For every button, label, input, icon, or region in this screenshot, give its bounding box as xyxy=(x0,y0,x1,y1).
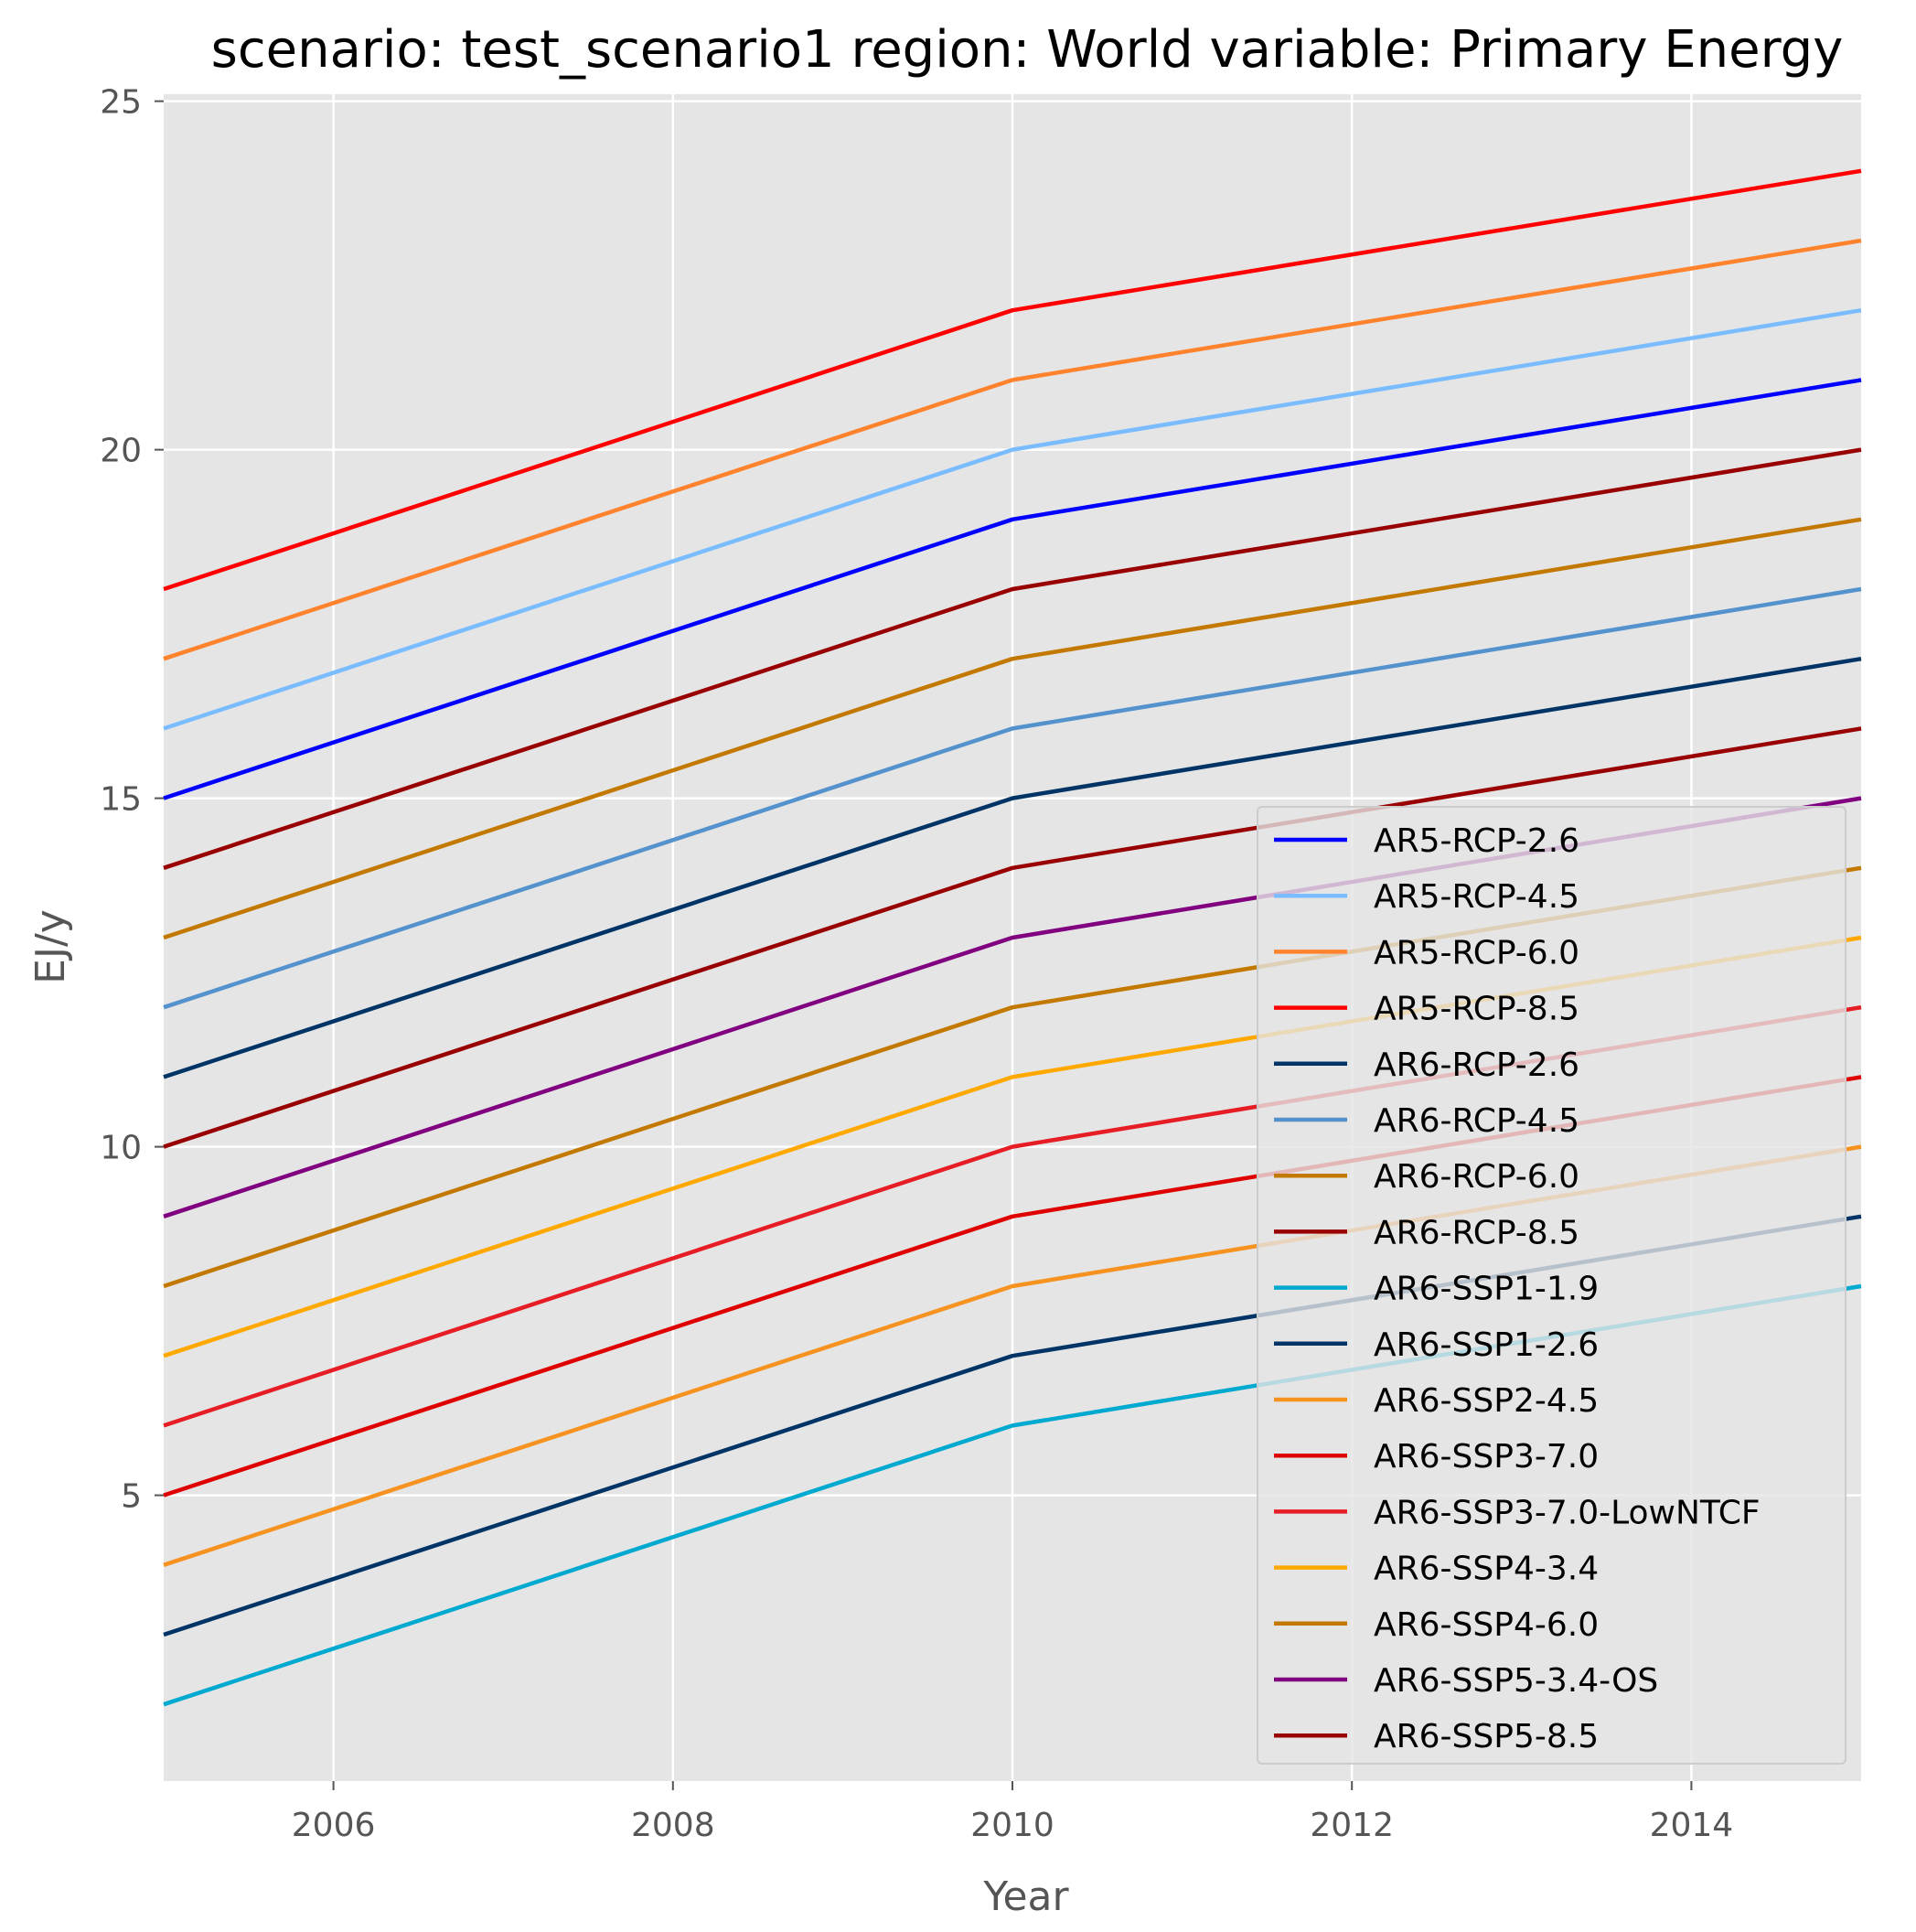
series-line xyxy=(163,586,1862,1010)
x-tick-label: 2006 xyxy=(292,1807,376,1844)
legend-label: AR6-RCP-8.5 xyxy=(1374,1214,1579,1251)
y-axis-label: EJ/y xyxy=(27,909,74,984)
legend: AR5-RCP-2.6 AR5-RCP-4.5 AR5-RCP-6.0 AR5-RCP… xyxy=(1257,806,1846,1765)
y-tick-label: 20 xyxy=(100,433,142,470)
legend-label: AR6-RCP-6.0 xyxy=(1374,1158,1579,1196)
legend-label: AR6-SSP4-6.0 xyxy=(1374,1606,1599,1644)
series-line xyxy=(163,656,1862,1079)
series-line xyxy=(163,447,1862,870)
series-line xyxy=(163,238,1862,661)
series-line xyxy=(163,378,1862,800)
legend-label: AR6-SSP3-7.0-LowNTCF xyxy=(1374,1494,1761,1531)
legend-label: AR6-SSP5-3.4-OS xyxy=(1374,1662,1658,1700)
legend-label: AR6-SSP1-2.6 xyxy=(1374,1326,1599,1364)
legend-label: AR5-RCP-4.5 xyxy=(1374,878,1579,916)
series-line xyxy=(163,726,1862,1149)
legend-label: AR5-RCP-6.0 xyxy=(1374,934,1579,971)
axis-ticks: 2006 2008 2010 2012 2014 5 10 15 20 25 xyxy=(100,84,1733,1844)
y-tick-label: 15 xyxy=(100,781,142,819)
x-tick-label: 2010 xyxy=(970,1807,1054,1844)
legend-label: AR6-RCP-2.6 xyxy=(1374,1046,1579,1084)
legend-label: AR6-SSP4-3.4 xyxy=(1374,1551,1599,1588)
legend-label: AR5-RCP-8.5 xyxy=(1374,991,1579,1028)
y-tick-label: 25 xyxy=(100,84,142,122)
legend-label: AR6-SSP3-7.0 xyxy=(1374,1438,1599,1476)
legend-label: AR6-SSP1-1.9 xyxy=(1374,1271,1599,1308)
legend-label: AR6-SSP2-4.5 xyxy=(1374,1382,1599,1420)
y-tick-label: 5 xyxy=(121,1478,142,1516)
legend-box xyxy=(1257,806,1846,1765)
chart-title: scenario: test_scenario1 region: World v… xyxy=(211,20,1844,80)
series-line xyxy=(163,168,1862,592)
legend-label: AR6-RCP-4.5 xyxy=(1374,1102,1579,1140)
x-tick-label: 2012 xyxy=(1310,1807,1394,1844)
series-line xyxy=(163,307,1862,731)
series-line xyxy=(163,517,1862,940)
x-axis-label: Year xyxy=(982,1873,1069,1920)
x-tick-label: 2014 xyxy=(1650,1807,1734,1844)
x-tick-label: 2008 xyxy=(631,1807,715,1844)
y-tick-label: 10 xyxy=(100,1130,142,1167)
legend-label: AR6-SSP5-8.5 xyxy=(1374,1718,1599,1755)
legend-label: AR5-RCP-2.6 xyxy=(1374,822,1579,860)
